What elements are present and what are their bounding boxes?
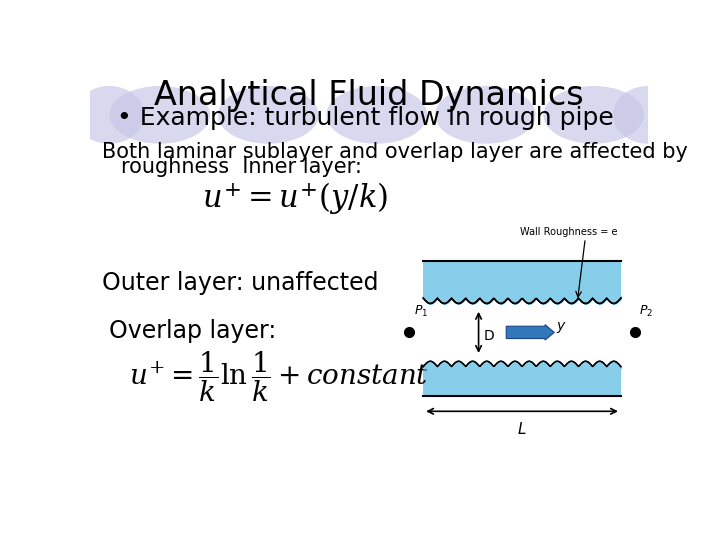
Text: roughness  Inner layer:: roughness Inner layer: — [121, 157, 362, 177]
Bar — [423, 298, 621, 374]
FancyArrow shape — [506, 325, 554, 340]
Ellipse shape — [218, 86, 319, 144]
Ellipse shape — [613, 86, 683, 144]
Text: y: y — [557, 319, 565, 333]
Text: Wall Roughness = e: Wall Roughness = e — [520, 226, 617, 237]
Text: $P_1$: $P_1$ — [414, 303, 428, 319]
Text: Outer layer: unaffected: Outer layer: unaffected — [102, 271, 378, 295]
Text: $u^{+}=u^{+}(y/k)$: $u^{+}=u^{+}(y/k)$ — [202, 180, 388, 217]
Bar — [423, 261, 621, 298]
Ellipse shape — [435, 86, 536, 144]
Text: • Example: turbulent flow in rough pipe: • Example: turbulent flow in rough pipe — [117, 106, 613, 130]
Ellipse shape — [544, 86, 644, 144]
Text: $P_2$: $P_2$ — [639, 303, 653, 319]
Text: $u^{+}=\dfrac{1}{k}\ln\dfrac{1}{k}+constant$: $u^{+}=\dfrac{1}{k}\ln\dfrac{1}{k}+const… — [129, 350, 429, 404]
Ellipse shape — [326, 86, 427, 144]
Ellipse shape — [109, 86, 210, 144]
Text: Overlap layer:: Overlap layer: — [109, 319, 276, 343]
Bar — [423, 298, 621, 367]
Text: L: L — [518, 422, 526, 437]
Text: D: D — [483, 329, 494, 343]
Bar — [423, 367, 621, 396]
Text: Analytical Fluid Dynamics: Analytical Fluid Dynamics — [154, 79, 584, 112]
Ellipse shape — [74, 86, 144, 144]
Text: Both laminar sublayer and overlap layer are affected by: Both laminar sublayer and overlap layer … — [102, 142, 688, 162]
